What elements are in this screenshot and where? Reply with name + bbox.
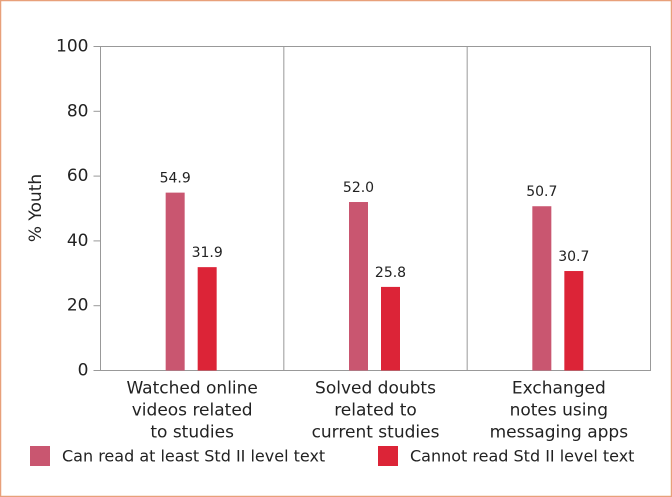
- value-label: 52.0: [343, 180, 374, 196]
- plot-area: [100, 46, 651, 371]
- x-tick-line: Exchanged: [512, 379, 606, 399]
- y-tick-label: 60: [67, 166, 89, 186]
- x-tick-label: Exchanged notes using messaging apps: [490, 379, 629, 443]
- bar: [564, 271, 584, 371]
- x-tick-line: to studies: [150, 423, 234, 443]
- y-tick-label: 40: [67, 231, 89, 251]
- x-tick-line: messaging apps: [490, 423, 629, 443]
- y-axis-label: % Youth: [26, 174, 46, 242]
- bar: [532, 206, 552, 371]
- x-tick-line: current studies: [312, 423, 440, 443]
- y-tick-label: 100: [56, 37, 88, 57]
- value-label: 50.7: [526, 184, 557, 200]
- x-tick-line: Watched online: [126, 379, 257, 399]
- x-tick-line: Solved doubts: [315, 379, 436, 399]
- x-tick-label: Watched online videos related to studies: [126, 379, 257, 443]
- x-tick-line: related to: [334, 401, 417, 421]
- y-tick-label: 0: [78, 361, 89, 381]
- bar: [381, 286, 400, 371]
- value-label: 25.8: [375, 265, 406, 281]
- bar: [165, 192, 185, 371]
- bar: [349, 202, 368, 371]
- legend-label: Cannot read Std II level text: [410, 447, 634, 466]
- x-tick-label: Solved doubts related to current studies: [312, 379, 440, 443]
- value-label: 54.9: [160, 171, 191, 187]
- legend-swatch: [378, 446, 398, 466]
- legend-swatch: [30, 446, 50, 466]
- y-tick-label: 80: [67, 101, 89, 121]
- x-tick-line: videos related: [132, 401, 253, 421]
- x-tick-line: notes using: [510, 401, 608, 421]
- value-label: 30.7: [558, 249, 589, 265]
- legend-label: Can read at least Std II level text: [62, 447, 325, 466]
- y-tick-label: 20: [67, 296, 89, 316]
- value-label: 31.9: [192, 245, 223, 261]
- bar: [197, 267, 217, 371]
